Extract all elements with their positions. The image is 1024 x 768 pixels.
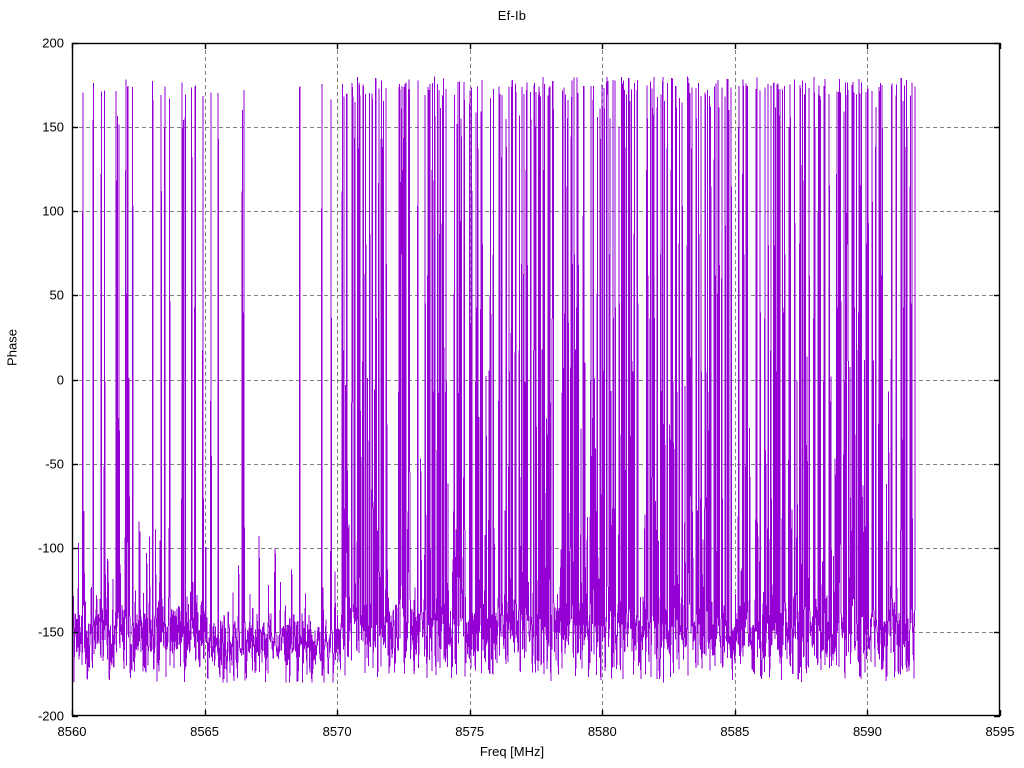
x-tick-label: 8590 <box>852 724 882 739</box>
y-tick-label: -150 <box>37 624 64 640</box>
y-tick-label: 150 <box>42 119 64 135</box>
x-tick-label: 8585 <box>720 724 750 739</box>
tick-marks <box>71 42 1002 718</box>
x-tick-label: 8560 <box>57 724 87 739</box>
y-tick-label: 100 <box>42 203 64 219</box>
chart-title: Ef-Ib <box>497 8 527 23</box>
x-tick-label: 8570 <box>322 724 352 739</box>
y-tick-label: 200 <box>42 35 64 51</box>
plot-border <box>71 42 1001 717</box>
data-series-ef-ib <box>72 76 916 683</box>
x-tick-label: 8595 <box>985 724 1015 739</box>
y-tick-label: -200 <box>37 708 64 724</box>
y-tick-label: -100 <box>37 540 64 556</box>
x-tick-label: 8565 <box>190 724 220 739</box>
y-tick-label: -50 <box>45 456 64 472</box>
y-tick-label: 50 <box>49 287 64 303</box>
y-tick-label: 0 <box>56 372 64 387</box>
x-axis-label: Freq [MHz] <box>479 744 545 759</box>
x-tick-label: 8580 <box>587 724 617 739</box>
x-tick-label: 8575 <box>455 724 485 739</box>
